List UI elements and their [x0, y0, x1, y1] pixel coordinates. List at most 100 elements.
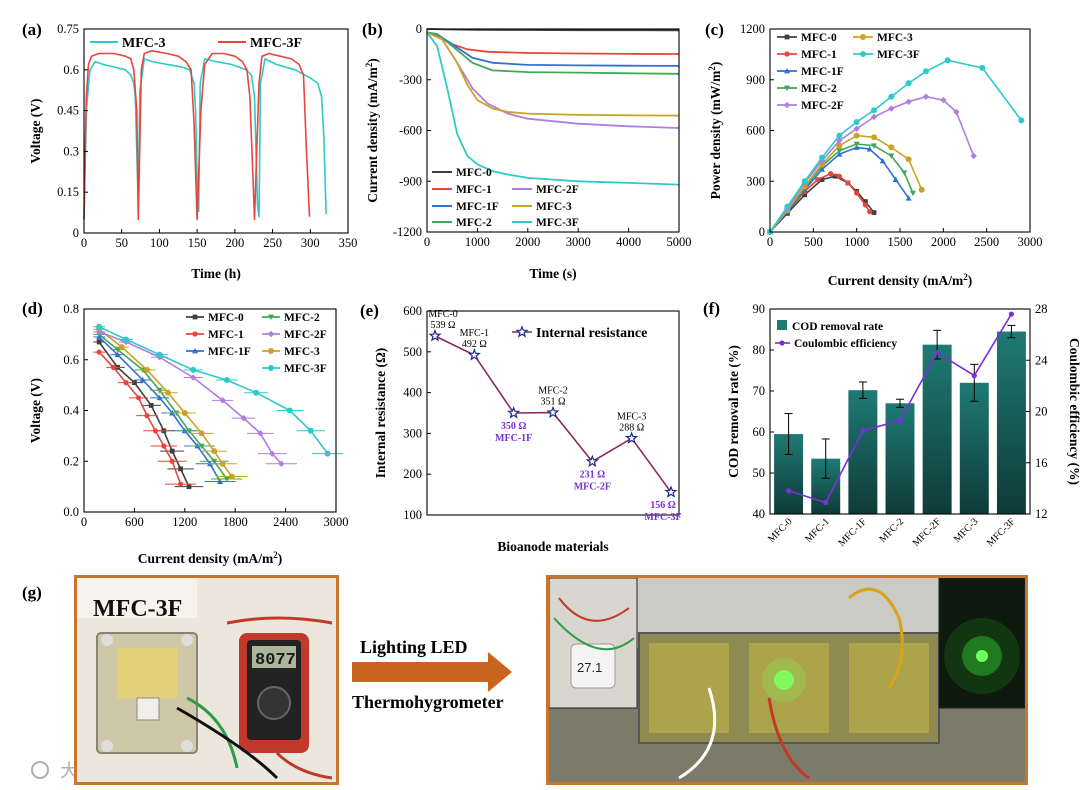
- legend-label: Internal resistance: [536, 326, 647, 341]
- panel-label-g: (g): [22, 583, 42, 602]
- point-MFC-0: [802, 192, 808, 198]
- x-axis-label: Current density (mA/m2): [138, 550, 283, 566]
- point-MFC-3: [836, 142, 843, 149]
- panel-label-c: (c): [705, 20, 724, 39]
- point-MFC-3: [625, 431, 639, 444]
- legend-marker-MFC-1: [784, 51, 790, 57]
- point-MFC-1F: [905, 195, 912, 201]
- arrow-label-lighting-led: Lighting LED: [360, 637, 468, 657]
- point-MFC-3F: [871, 107, 877, 114]
- series-line-MFC-3: [426, 31, 680, 117]
- point-MFC-1F: [879, 157, 886, 164]
- y-axis-label: Internal resistance (Ω): [373, 348, 388, 479]
- x-tick-label: 3000: [1018, 235, 1043, 249]
- chart-f: MFC-0 MFC-1 MFC-1F MFC-2 MFC-2F MFC-3 MFC-3F 40…: [726, 302, 1080, 549]
- legend-marker-MFC-3F: [860, 51, 866, 57]
- point-ce-MFC-2: [897, 417, 903, 424]
- bar-MFC-1F: [848, 390, 878, 514]
- point-MFC-3F: [819, 154, 825, 161]
- legend-marker-MFC-0: [784, 34, 790, 40]
- y-tick-label: 600: [746, 124, 765, 138]
- legend-marker-MFC-2: [268, 314, 274, 320]
- x-tick-label: 2500: [974, 235, 999, 249]
- y-tick-label: 300: [403, 426, 422, 440]
- y-axis-label: Voltage (V): [28, 98, 43, 163]
- point-MFC-3F: [1018, 117, 1025, 124]
- series-line-MFC-0: [769, 175, 875, 233]
- y-tick-label: -900: [399, 174, 422, 188]
- point-MFC-3F: [944, 57, 951, 64]
- point-MFC-2: [901, 170, 908, 176]
- x-tick-label: MFC-2F: [911, 516, 944, 549]
- point-ce-MFC-1: [823, 499, 829, 506]
- y-axis-label: Power density (mW/m2): [707, 62, 723, 200]
- x-tick-label: 350: [339, 236, 358, 250]
- y-tick-label: -600: [399, 124, 422, 138]
- y-tick-label: -300: [399, 73, 422, 87]
- point-MFC-2: [871, 143, 877, 149]
- point-MFC-0: [428, 328, 442, 342]
- legend-label-MFC-1: MFC-1: [456, 184, 492, 196]
- x-tick-label: 1000: [844, 235, 869, 249]
- watermark-logo-icon: [31, 761, 49, 779]
- legend-label-MFC-2: MFC-2: [801, 83, 837, 95]
- point-MFC-0: [819, 177, 825, 182]
- point-MFC-3F: [923, 68, 929, 75]
- series-line-MFC-2: [426, 31, 680, 75]
- y2-tick-label: 24: [1035, 353, 1048, 367]
- y-tick-label: 1200: [740, 22, 765, 36]
- led-glow: [774, 670, 794, 690]
- legend-swatch-cod: [777, 320, 787, 330]
- legend-label-MFC-0: MFC-0: [801, 32, 837, 44]
- photo-led-scene: 27.1: [549, 578, 1025, 782]
- y-tick-label: 600: [403, 304, 422, 318]
- legend-label-MFC-1F: MFC-1F: [801, 66, 844, 78]
- x-tick-label: 1500: [888, 235, 913, 249]
- category-label-MFC-3: MFC-3: [617, 411, 646, 422]
- point-MFC-1F: [819, 166, 825, 172]
- point-MFC-3F: [801, 178, 808, 185]
- x-tick-label: 3000: [324, 515, 349, 529]
- point-MFC-0: [862, 199, 868, 204]
- series-line-MFC-1F: [769, 146, 910, 233]
- bar-MFC-2F: [922, 344, 952, 514]
- y-tick-label: 0: [73, 226, 79, 240]
- y-tick-label: 0.8: [63, 302, 79, 316]
- y-tick-label: 80: [753, 343, 766, 357]
- category-label-MFC-3F: MFC-3F: [644, 512, 681, 523]
- panel-label-d: (d): [22, 299, 43, 318]
- x-tick-label: 100: [150, 236, 169, 250]
- value-label-MFC-1F: 350 Ω: [501, 421, 527, 432]
- legend-label-ce: Coulombic efficiency: [794, 338, 897, 350]
- legend-label-MFC-3: MFC-3: [122, 36, 166, 51]
- series-line-MFC-3: [769, 134, 923, 233]
- legend-marker: [515, 325, 529, 338]
- point-MFC-3F: [979, 64, 986, 71]
- x-axis-label: Time (s): [529, 266, 576, 281]
- x-tick-label: 2000: [515, 235, 540, 249]
- y2-tick-label: 16: [1035, 456, 1048, 470]
- thermo-display: 27.1: [577, 660, 602, 675]
- point-ce-MFC-1F: [860, 428, 866, 434]
- y-tick-label: 0: [416, 22, 422, 36]
- value-label-MFC-3F: 156 Ω: [650, 500, 676, 511]
- point-MFC-2F: [836, 137, 843, 144]
- point-MFC-1: [836, 173, 842, 179]
- x-tick-label: 0: [81, 236, 87, 250]
- y-tick-label: 0.15: [57, 185, 79, 199]
- legend-label-MFC-1F: MFC-1F: [208, 346, 251, 358]
- x-tick-label: MFC-2: [878, 516, 907, 545]
- x-tick-label: 50: [115, 236, 128, 250]
- x-tick-label: 3000: [566, 235, 591, 249]
- y-tick-label: 90: [753, 302, 766, 316]
- legend-label-MFC-3: MFC-3: [877, 32, 913, 44]
- legend-label-cod: COD removal rate: [792, 321, 883, 333]
- legend-marker-MFC-3: [268, 348, 274, 354]
- legend-marker-MFC-3F: [268, 365, 274, 371]
- legend-label-MFC-3F: MFC-3F: [250, 36, 302, 51]
- y-tick-label: 0: [759, 225, 765, 239]
- x-tick-label: 300: [301, 236, 320, 250]
- legend-marker-ce: [779, 340, 785, 346]
- inset-dark-led: [938, 578, 1025, 709]
- point-MFC-1: [845, 180, 851, 186]
